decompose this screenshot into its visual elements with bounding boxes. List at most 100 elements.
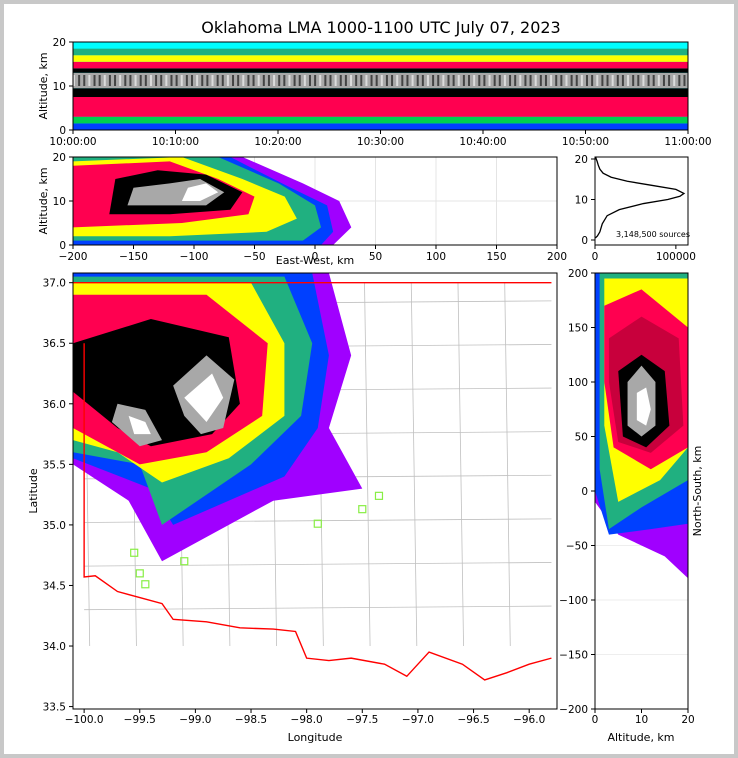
time-altitude-texture — [426, 75, 429, 86]
histogram-y-tick-label: 0 — [581, 235, 588, 247]
time-altitude-texture — [442, 75, 445, 86]
time-altitude-texture — [93, 75, 96, 86]
time-altitude-texture — [673, 75, 676, 86]
time-altitude-texture — [498, 75, 501, 86]
time-altitude-texture — [396, 75, 399, 86]
time-altitude-texture — [611, 75, 614, 86]
plan-view-density-region — [128, 415, 151, 435]
histogram-source-count: 3,148,500 sources — [616, 230, 690, 239]
time-altitude-texture — [483, 75, 486, 86]
time-altitude-texture — [170, 75, 173, 86]
plan-view-y-tick-label: 35.5 — [43, 459, 66, 471]
histogram-y-tick-label: 10 — [575, 195, 588, 207]
time-altitude-texture — [129, 75, 132, 86]
time-altitude-x-tick-label: 11:00:00 — [664, 136, 711, 148]
time-altitude-texture — [365, 75, 368, 86]
northsouth-x-tick-label: 20 — [681, 714, 694, 726]
time-altitude-texture — [329, 75, 332, 86]
time-altitude-texture — [308, 75, 311, 86]
time-altitude-texture — [124, 75, 127, 86]
time-altitude-texture — [119, 75, 122, 86]
time-altitude-texture — [175, 75, 178, 86]
time-altitude-texture — [575, 75, 578, 86]
eastwest-y-tick-label: 0 — [59, 240, 66, 252]
county-line — [410, 282, 418, 647]
time-altitude-texture — [211, 75, 214, 86]
lma-station-marker — [135, 569, 144, 578]
time-altitude-texture — [88, 75, 91, 86]
time-altitude-texture — [678, 75, 681, 86]
time-altitude-texture — [411, 75, 414, 86]
time-altitude-band — [73, 116, 688, 124]
plan-view-xlabel: Longitude — [288, 731, 343, 744]
time-altitude-x-tick-label: 10:30:00 — [357, 136, 404, 148]
time-altitude-texture — [114, 75, 117, 86]
time-altitude-texture — [570, 75, 573, 86]
plan-view-y-tick-label: 36.0 — [43, 399, 66, 411]
plan-view-x-tick-label: −98.5 — [235, 714, 267, 726]
time-altitude-x-tick-label: 10:00:00 — [49, 136, 96, 148]
time-altitude-texture — [201, 75, 204, 86]
time-altitude-texture — [580, 75, 583, 86]
time-altitude-texture — [437, 75, 440, 86]
time-altitude-texture — [493, 75, 496, 86]
time-altitude-texture — [144, 75, 147, 86]
plan-view-y-tick-label: 37.0 — [43, 278, 66, 290]
panel-eastwest-altitude: −200 −150 −100 −50 0 50 100 150 200 0 10 20 Altitud… — [37, 152, 567, 267]
time-altitude-band — [73, 88, 688, 97]
time-altitude-texture — [385, 75, 388, 86]
eastwest-x-tick-label: −200 — [59, 251, 88, 263]
time-altitude-texture — [180, 75, 183, 86]
lma-station-marker — [130, 548, 139, 557]
time-altitude-band — [73, 72, 688, 89]
time-altitude-texture — [149, 75, 152, 86]
time-altitude-texture — [668, 75, 671, 86]
time-altitude-texture — [165, 75, 168, 86]
panel-altitude-histogram: 0 100000 0 10 20 3,148,500 sources — [575, 154, 696, 263]
northsouth-ylabel: North-South, km — [691, 446, 704, 537]
time-altitude-texture — [503, 75, 506, 86]
time-altitude-x-tick-label: 10:50:00 — [562, 136, 609, 148]
time-altitude-y-tick-label: 0 — [59, 125, 66, 137]
time-altitude-texture — [232, 75, 235, 86]
time-altitude-x-tick-label: 10:20:00 — [254, 136, 301, 148]
time-altitude-texture — [334, 75, 337, 86]
time-altitude-texture — [406, 75, 409, 86]
time-altitude-texture — [226, 75, 229, 86]
lma-station-marker — [358, 505, 367, 514]
northsouth-y-tick-label: 150 — [568, 323, 588, 335]
time-altitude-band — [73, 42, 688, 49]
time-altitude-texture — [83, 75, 86, 86]
eastwest-altitude-ylabel: Altitude, km — [37, 167, 50, 234]
plan-view-y-tick-label: 34.5 — [43, 580, 66, 592]
time-altitude-texture — [375, 75, 378, 86]
time-altitude-texture — [601, 75, 604, 86]
time-altitude-texture — [355, 75, 358, 86]
time-altitude-band — [73, 61, 688, 69]
time-altitude-texture — [293, 75, 296, 86]
time-altitude-ylabel: Altitude, km — [37, 52, 50, 119]
time-altitude-texture — [103, 75, 106, 86]
county-line — [504, 282, 511, 647]
time-altitude-texture — [647, 75, 650, 86]
time-altitude-band — [73, 123, 688, 130]
plan-view-y-tick-label: 36.5 — [43, 338, 66, 350]
time-altitude-texture — [591, 75, 594, 86]
time-altitude-texture — [539, 75, 542, 86]
time-altitude-texture — [447, 75, 450, 86]
time-altitude-texture — [216, 75, 219, 86]
time-altitude-texture — [524, 75, 527, 86]
county-line — [457, 282, 464, 647]
time-altitude-texture — [642, 75, 645, 86]
time-altitude-texture — [78, 75, 81, 86]
plan-view-x-tick-label: −97.0 — [402, 714, 434, 726]
time-altitude-texture — [632, 75, 635, 86]
time-altitude-texture — [257, 75, 260, 86]
time-altitude-texture — [273, 75, 276, 86]
time-altitude-texture — [360, 75, 363, 86]
time-altitude-texture — [519, 75, 522, 86]
time-altitude-y-tick-label: 20 — [53, 37, 66, 49]
time-altitude-texture — [298, 75, 301, 86]
state-border-south — [83, 343, 552, 681]
time-altitude-texture — [488, 75, 491, 86]
